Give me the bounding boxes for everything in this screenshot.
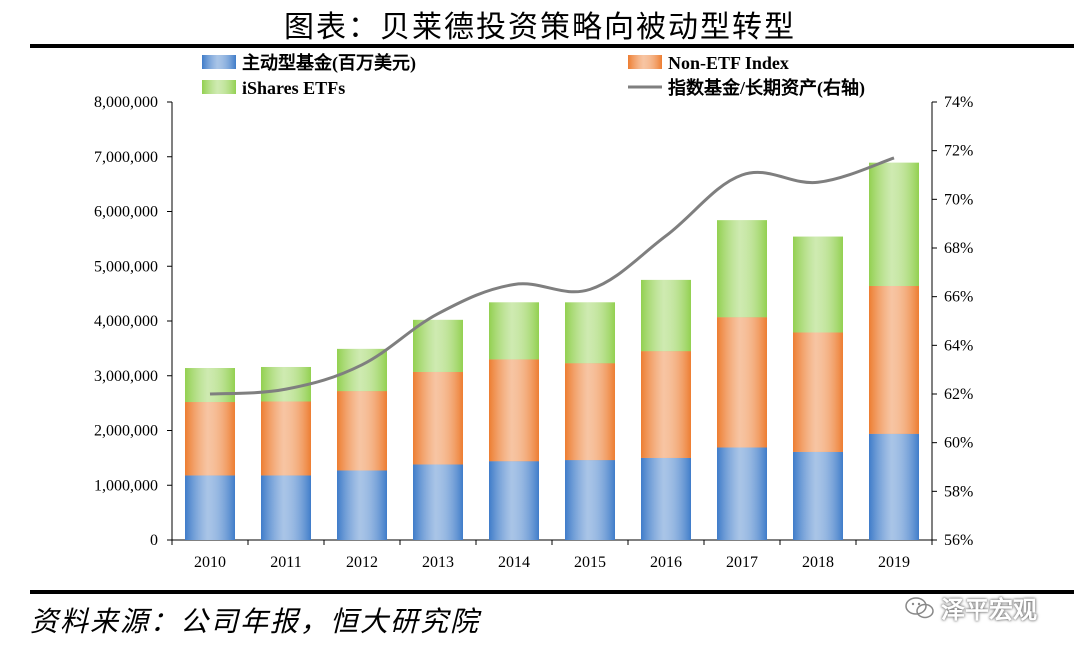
right-tick-label: 58%	[944, 483, 973, 500]
x-tick-label: 2011	[270, 554, 301, 571]
bar	[869, 162, 919, 286]
legend-label: 指数基金/长期资产(右轴)	[668, 77, 865, 99]
x-tick-label: 2016	[650, 554, 682, 571]
left-tick-label: 1,000,000	[94, 477, 158, 494]
bar	[413, 464, 463, 540]
bar	[869, 433, 919, 540]
bar	[717, 447, 767, 540]
series-line-path	[209, 156, 895, 396]
bar	[565, 363, 615, 461]
watermark-text: 泽平宏观	[941, 596, 1037, 624]
right-tick-label: 66%	[944, 289, 973, 306]
x-tick-label: 2019	[878, 554, 910, 571]
bar	[793, 332, 843, 452]
right-tick-label: 72%	[944, 143, 973, 160]
source-note: 资料来源：公司年报，恒大研究院	[30, 605, 481, 638]
right-tick-label: 74%	[944, 94, 973, 111]
bottom-rule	[30, 590, 1074, 594]
bar	[793, 451, 843, 540]
x-tick-label: 2014	[498, 554, 530, 571]
bar	[565, 460, 615, 540]
bar	[489, 302, 539, 360]
right-tick-label: 64%	[944, 337, 973, 354]
left-tick-label: 4,000,000	[94, 313, 158, 330]
left-tick-label: 3,000,000	[94, 368, 158, 385]
bar	[489, 359, 539, 462]
bar	[641, 279, 691, 352]
left-tick-label: 0	[150, 532, 158, 549]
right-tick-label: 68%	[944, 240, 973, 257]
x-tick-label: 2015	[574, 554, 606, 571]
legend-swatch-shade	[628, 55, 662, 69]
bar	[717, 317, 767, 448]
bar	[261, 401, 311, 476]
right-tick-label: 70%	[944, 191, 973, 208]
bar	[641, 457, 691, 540]
chart-title: 图表：贝莱德投资策略向被动型转型	[284, 10, 796, 45]
bar	[337, 391, 387, 471]
bar	[869, 285, 919, 434]
left-tick-label: 8,000,000	[94, 94, 158, 111]
bar	[489, 461, 539, 540]
bar	[413, 319, 463, 372]
right-tick-label: 62%	[944, 386, 973, 403]
left-tick-label: 6,000,000	[94, 204, 158, 221]
bar	[717, 220, 767, 318]
bar	[413, 371, 463, 465]
legend-swatch-shade	[202, 80, 236, 94]
x-tick-label: 2013	[422, 554, 454, 571]
left-tick-label: 2,000,000	[94, 423, 158, 440]
legend-label: iShares ETFs	[242, 78, 345, 98]
right-tick-label: 56%	[944, 532, 973, 549]
legend-swatch-shade	[202, 55, 236, 69]
left-tick-label: 7,000,000	[94, 149, 158, 166]
axes: 0 1,000,000 2,000,000 3,000,000 4,000,000 5,0…	[94, 94, 973, 571]
bar	[185, 368, 235, 403]
series-line	[209, 156, 895, 396]
x-tick-label: 2017	[726, 554, 758, 571]
chart: 0 1,000,000 2,000,000 3,000,000 4,000,000 5,0…	[94, 52, 973, 571]
legend-label: 主动型基金(百万美元)	[242, 52, 416, 74]
x-tick-label: 2010	[194, 554, 226, 571]
x-tick-label: 2018	[802, 554, 834, 571]
x-tick-label: 2012	[346, 554, 378, 571]
bar	[793, 236, 843, 333]
bar	[337, 470, 387, 540]
watermark: 泽平宏观	[905, 590, 1037, 625]
bars	[185, 162, 919, 540]
legend-label: Non-ETF Index	[668, 53, 789, 73]
left-tick-label: 5,000,000	[94, 258, 158, 275]
bar	[565, 302, 615, 364]
wechat-icon	[905, 596, 934, 618]
legend: 主动型基金(百万美元) Non-ETF Index iShares ETFs 指数基金…	[202, 52, 865, 99]
bar	[185, 402, 235, 476]
right-tick-label: 60%	[944, 435, 973, 452]
bar	[641, 351, 691, 458]
top-rule	[30, 44, 1074, 48]
bar	[261, 475, 311, 540]
bar	[185, 475, 235, 540]
